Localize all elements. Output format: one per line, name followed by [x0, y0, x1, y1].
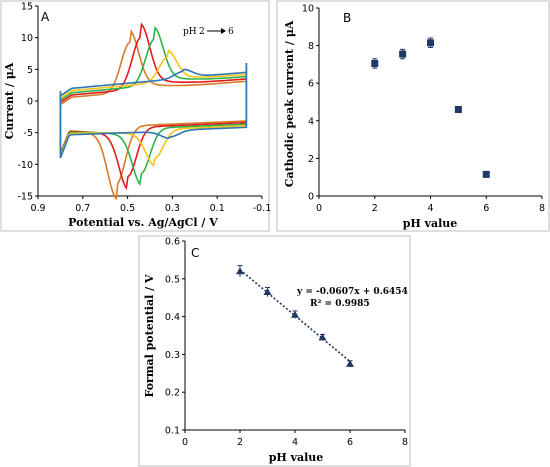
- panel-b-point: [399, 50, 407, 58]
- panel-c-r-squared: R² = 0.9985: [310, 299, 370, 309]
- panel-b-x-title: pH value: [403, 217, 458, 230]
- panel-a-x-title: Potential vs. Ag/AgCl / V: [68, 216, 218, 229]
- a-y-tick-label: -5: [24, 128, 33, 139]
- panel-b-border: [276, 0, 550, 232]
- panel-c-point: [236, 267, 244, 275]
- panel-c-point: [291, 310, 299, 318]
- b-y-tick-label: 6: [308, 79, 314, 90]
- c-y-tick-label: 0.3: [165, 350, 180, 361]
- a-y-tick-label: 10: [21, 33, 33, 44]
- a-x-tick-label: 0.3: [165, 203, 180, 214]
- panel-b-x-ticks: 0 2 4 6 8: [316, 196, 545, 214]
- b-y-tick-label: 0: [308, 192, 314, 203]
- panel-b-y-title: Cathodic peak current / μA: [283, 20, 296, 187]
- panel-a-y-ticks: -15 -10 -5 0 5 10 15: [17, 2, 38, 203]
- a-y-tick-label: 0: [27, 97, 33, 108]
- panel-a-annotation-from: 2: [199, 27, 205, 37]
- a-y-tick-label: -10: [17, 160, 33, 171]
- c-y-tick-label: 0.6: [165, 237, 180, 248]
- c-x-tick-label: 0: [182, 437, 188, 448]
- panel-c-y-title: Formal potential / V: [143, 274, 156, 397]
- b-y-tick-label: 4: [308, 116, 314, 127]
- a-x-tick-label: 0.1: [210, 203, 225, 214]
- b-x-tick-label: 0: [316, 203, 322, 214]
- panel-b-point: [454, 106, 462, 114]
- panel-c-point: [263, 288, 272, 296]
- panel-a-letter: A: [41, 10, 50, 24]
- panel-a-curves: [59, 22, 248, 201]
- b-x-tick-label: 2: [372, 203, 378, 214]
- panel-a-x-ticks: 0.9 0.7 0.5 0.3 0.1 -0.1: [30, 196, 271, 214]
- panel-b: B 0 2 4 6 8 10 0 2 4 6 8 pH value Cathodic peak c…: [276, 0, 550, 232]
- c-x-tick-label: 8: [402, 437, 408, 448]
- a-x-tick-label: 0.5: [120, 203, 135, 214]
- panel-c-x-title: pH value: [269, 451, 324, 464]
- c-x-tick-label: 6: [347, 437, 353, 448]
- panel-b-point: [371, 59, 379, 67]
- panel-a-annotation-prefix: pH: [183, 27, 197, 37]
- panel-c-border: [138, 235, 411, 467]
- c-y-tick-label: 0.5: [165, 274, 180, 285]
- panel-c-letter: C: [191, 246, 199, 260]
- panel-c-y-ticks: 0.1 0.2 0.3 0.4 0.5 0.6: [165, 237, 185, 437]
- panel-c-points: [236, 265, 354, 367]
- c-x-tick-label: 2: [237, 437, 243, 448]
- panel-c-point: [346, 359, 354, 367]
- a-y-tick-label: -15: [17, 192, 33, 203]
- c-y-tick-label: 0.4: [165, 312, 180, 323]
- b-y-tick-label: 8: [308, 41, 314, 52]
- a-x-tick-label: 0.9: [30, 203, 45, 214]
- panel-c-equation: y = -0.0607x + 0.6454: [296, 287, 408, 297]
- a-x-tick-label: -0.1: [253, 203, 272, 214]
- c-y-tick-label: 0.1: [165, 426, 180, 437]
- b-x-tick-label: 6: [483, 203, 489, 214]
- a-x-tick-label: 0.7: [75, 203, 90, 214]
- a-y-tick-label: 15: [21, 2, 33, 13]
- panel-b-point: [482, 170, 490, 178]
- panel-a-annotation-to: 6: [228, 27, 234, 37]
- c-y-tick-label: 0.2: [165, 388, 180, 399]
- b-x-tick-label: 4: [427, 203, 433, 214]
- panel-c-x-ticks: 0 2 4 6 8: [182, 430, 408, 448]
- panel-a-annotation-arrowhead: [221, 28, 226, 34]
- panel-a-y-title: Current / μA: [3, 62, 16, 139]
- panel-a-cv-curve: [59, 63, 248, 159]
- panel-b-point: [427, 39, 434, 47]
- b-x-tick-label: 8: [539, 203, 545, 214]
- b-y-tick-label: 10: [302, 4, 314, 15]
- panel-c: C 0.1 0.2 0.3 0.4 0.5 0.6 0 2 4 6 8 y = -0.0607x …: [138, 235, 411, 467]
- b-y-tick-label: 2: [308, 154, 314, 165]
- c-x-tick-label: 4: [292, 437, 298, 448]
- a-y-tick-label: 5: [27, 65, 33, 76]
- panel-b-points: [371, 37, 490, 178]
- panel-b-letter: B: [343, 11, 351, 25]
- panel-c-point: [318, 333, 327, 341]
